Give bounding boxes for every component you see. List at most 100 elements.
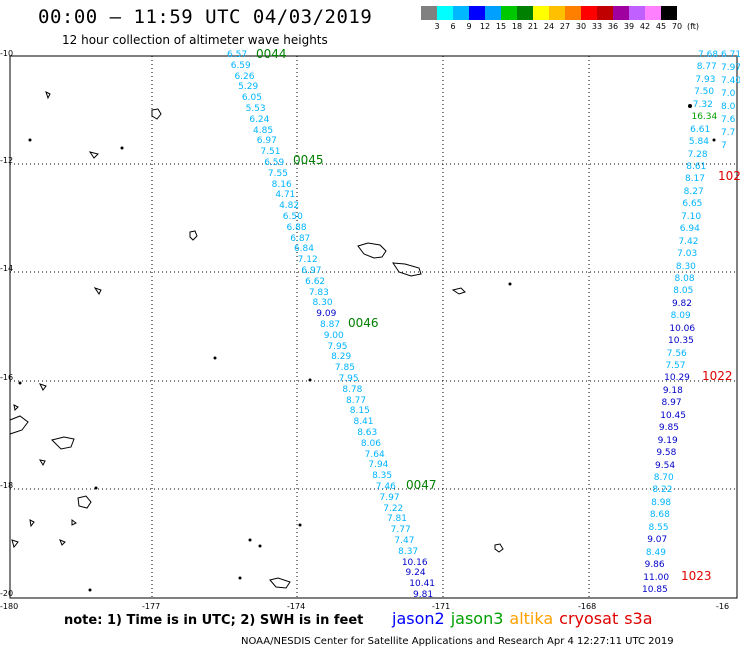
wave-height-value: 10.85 [642, 585, 668, 595]
wave-height-value: 7.12 [297, 255, 318, 266]
color-scale-label: 36 [607, 22, 619, 31]
longitude-label: -177 [142, 602, 161, 611]
wave-height-value: 7.03 [677, 249, 698, 260]
wave-height-value: 11.00 [643, 572, 670, 583]
wave-height-value: 8.61 [686, 161, 707, 172]
pass-time-label: 0047 [406, 478, 437, 492]
wave-height-value: 7.95 [327, 341, 348, 352]
wave-height-value: 8.70 [653, 473, 674, 484]
wave-height-value: 5.53 [245, 104, 266, 114]
wave-height-value: 7.97 [379, 492, 400, 503]
wave-height-value: 9.07 [647, 535, 668, 546]
wave-height-value: 16.34 [691, 112, 718, 123]
pass-time-label: 1022 [702, 369, 733, 383]
wave-height-value: 7.51 [260, 147, 281, 158]
color-scale-label: 30 [575, 22, 587, 31]
color-scale-label: 33 [591, 22, 603, 31]
wave-height-value: 6.59 [230, 60, 251, 71]
wave-height-value: 6.84 [293, 244, 314, 255]
color-scale-label: 3 [434, 22, 440, 31]
wave-height-value: 8.0 [721, 102, 736, 112]
wave-height-value: 7.47 [394, 536, 415, 546]
wave-height-value: 8.30 [312, 298, 333, 309]
wave-height-value: 8.15 [349, 406, 370, 417]
wave-height-value: 6.50 [282, 212, 303, 222]
wave-height-value: 9.00 [323, 330, 344, 341]
wave-height-value: 8.68 [649, 510, 670, 521]
wave-height-value: 4.82 [279, 201, 300, 212]
color-swatch [613, 6, 629, 20]
wave-height-value: 8.08 [674, 273, 695, 284]
color-scale-label: 18 [511, 22, 523, 31]
wave-height-value: 8.35 [372, 471, 393, 482]
longitude-label: -180 [0, 602, 19, 611]
wave-height-value: 6.61 [690, 124, 711, 135]
wave-height-value: 7.28 [687, 149, 708, 160]
wave-height-value: 7.0 [721, 89, 736, 99]
wave-height-value: 7.55 [267, 168, 288, 179]
wave-height-value: 7.56 [666, 348, 687, 359]
latitude-label: -14 [0, 264, 14, 273]
page-subtitle: 12 hour collection of altimeter wave hei… [62, 33, 328, 47]
wave-height-value: 10.29 [664, 373, 690, 384]
color-swatch [453, 6, 469, 20]
wave-height-value: 8.97 [661, 398, 682, 409]
wave-height-value: 10.35 [668, 336, 694, 347]
color-scale-label: 6 [450, 22, 456, 31]
pass-time-label: 1023 [681, 569, 712, 583]
wave-height-value: 8.77 [696, 62, 717, 73]
note-text: note: 1) Time is in UTC; 2) SWH is in fe… [64, 613, 364, 628]
color-scale-label: 9 [466, 22, 472, 31]
color-swatch [469, 6, 485, 20]
color-scale-label: 27 [559, 22, 571, 31]
wave-height-value: 8.17 [684, 174, 706, 185]
color-scale-label: 15 [495, 22, 507, 31]
wave-height-value: 4.85 [253, 125, 274, 136]
wave-height-value: 6.94 [679, 224, 700, 235]
wave-height-value: 7.22 [383, 503, 404, 514]
wave-height-value: 7.42 [678, 236, 699, 247]
wave-height-value: 9.18 [662, 385, 683, 396]
longitude-label: -168 [578, 602, 597, 611]
wave-height-value: 9.81 [413, 590, 434, 600]
wave-height-value: 7.97 [721, 63, 740, 73]
wave-height-value: 9.09 [316, 309, 337, 320]
wave-height-value: 7.64 [364, 449, 385, 460]
wave-height-value: 7.93 [695, 74, 716, 85]
wave-height-value: 6.57 [227, 50, 248, 60]
color-scale-label: 21 [527, 22, 539, 31]
longitude-label: -171 [432, 602, 451, 611]
wave-height-value: 8.63 [357, 428, 378, 438]
color-swatch [533, 6, 549, 20]
color-swatch [517, 6, 533, 20]
wave-height-value: 6.26 [234, 71, 255, 82]
wave-height-value: 8.09 [670, 311, 691, 322]
legend-entry-jason3: jason3 [450, 609, 504, 628]
color-scale-label: 42 [639, 22, 651, 31]
color-swatch [581, 6, 597, 20]
color-scale-label: (ft) [686, 22, 700, 31]
pass-time-label: 0046 [348, 316, 379, 330]
latitude-label: -16 [0, 373, 14, 382]
wave-height-value: 8.22 [652, 485, 673, 496]
wave-height-value: 8.29 [331, 352, 352, 363]
island-dots [18, 104, 716, 592]
islands [9, 91, 504, 589]
latitude-label: -10 [0, 49, 14, 58]
color-swatch [565, 6, 581, 20]
wave-height-value: 6.24 [249, 114, 270, 125]
color-scale-label: 39 [623, 22, 635, 31]
wave-height-value: 6.65 [682, 199, 703, 210]
legend-entry-cryosat: cryosat [559, 609, 619, 628]
wave-height-value: 8.06 [360, 438, 381, 449]
color-scale-labels: 3 6 9 12 15 18 21 24 27 30 33 36 39 42 45 70 (ft) [421, 22, 740, 36]
color-swatch [645, 6, 661, 20]
wave-height-value: 9.58 [656, 448, 677, 459]
color-swatch [501, 6, 517, 20]
color-swatch [549, 6, 565, 20]
wave-height-value: 7.10 [681, 211, 702, 222]
wave-height-value: 6.88 [286, 222, 307, 233]
wave-height-value: 7.68 [698, 50, 719, 60]
wave-height-value: 9.19 [657, 435, 678, 446]
color-swatch [437, 6, 453, 20]
